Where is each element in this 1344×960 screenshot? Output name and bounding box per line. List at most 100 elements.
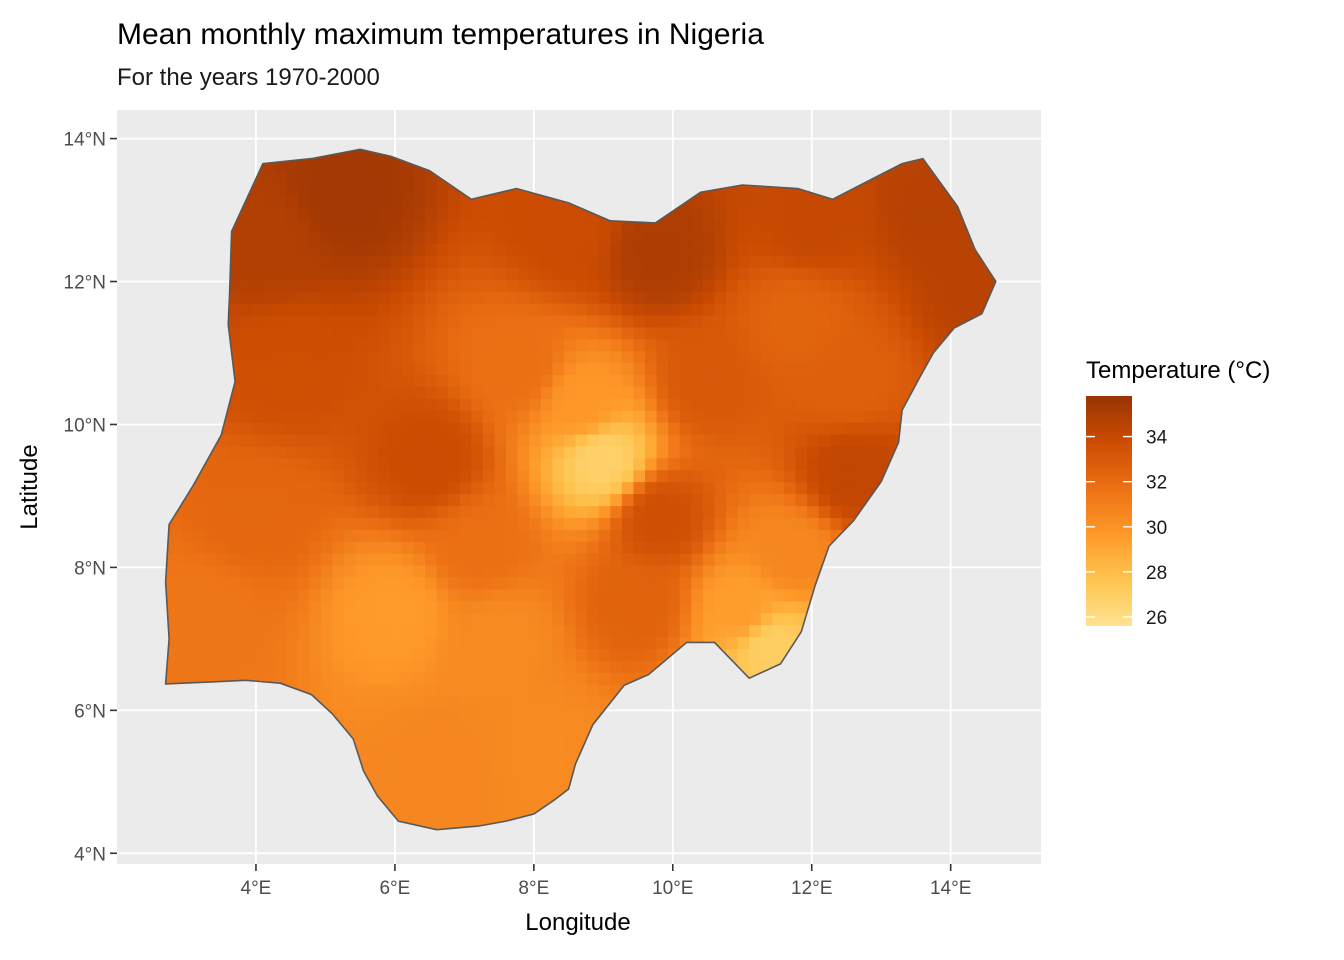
raster-cell: [494, 779, 507, 792]
raster-cell: [702, 517, 716, 530]
raster-cell: [529, 445, 542, 459]
raster-cell: [367, 386, 380, 399]
raster-cell: [760, 541, 773, 554]
raster-cell: [378, 565, 391, 578]
raster-cell: [228, 481, 241, 495]
raster-cell: [425, 171, 438, 185]
raster-cell: [401, 469, 414, 483]
raster-cell: [656, 338, 669, 352]
raster-cell: [482, 445, 496, 459]
raster-cell: [760, 195, 773, 209]
raster-cell: [286, 422, 299, 435]
raster-cell: [378, 291, 391, 304]
raster-cell: [679, 600, 692, 614]
raster-cell: [818, 517, 831, 530]
raster-cell: [610, 505, 623, 518]
raster-cell: [980, 279, 993, 292]
raster-cell: [436, 600, 449, 614]
raster-cell: [448, 648, 461, 661]
raster-cell: [888, 219, 901, 233]
raster-cell: [818, 469, 831, 483]
raster-cell: [737, 362, 750, 375]
raster-cell: [251, 362, 264, 375]
raster-cell: [401, 171, 414, 185]
raster-cell: [332, 565, 345, 578]
raster-cell: [459, 684, 472, 697]
raster-cell: [274, 517, 287, 530]
raster-cell: [679, 338, 692, 352]
raster-cell: [702, 243, 716, 256]
raster-cell: [436, 565, 449, 578]
raster-cell: [691, 243, 704, 256]
raster-cell: [737, 338, 750, 352]
raster-cell: [540, 624, 553, 638]
raster-cell: [494, 445, 507, 459]
raster-cell: [165, 588, 171, 602]
raster-cell: [957, 243, 970, 256]
raster-cell: [425, 612, 438, 626]
raster-cell: [228, 517, 241, 530]
raster-cell: [425, 231, 438, 244]
raster-cell: [355, 624, 368, 638]
raster-cell: [749, 505, 762, 518]
raster-cell: [401, 195, 414, 209]
raster-cell: [425, 314, 438, 328]
raster-cell: [749, 183, 762, 197]
raster-cell: [251, 624, 264, 638]
raster-cell: [922, 171, 936, 185]
raster-cell: [378, 696, 391, 709]
raster-cell: [714, 612, 727, 626]
raster-cell: [309, 338, 322, 352]
raster-cell: [540, 457, 553, 471]
raster-cell: [575, 529, 588, 542]
raster-cell: [436, 350, 449, 364]
raster-cell: [459, 803, 472, 816]
raster-cell: [841, 195, 854, 209]
raster-cell: [401, 588, 414, 602]
raster-cell: [459, 624, 472, 638]
raster-cell: [343, 636, 357, 649]
raster-cell: [262, 338, 276, 352]
raster-cell: [274, 362, 287, 375]
raster-cell: [390, 529, 403, 542]
raster-cell: [309, 648, 322, 661]
raster-cell: [251, 291, 264, 304]
raster-cell: [575, 326, 588, 340]
raster-cell: [401, 517, 414, 530]
raster-cell: [309, 445, 322, 459]
raster-cell: [633, 517, 646, 530]
raster-cell: [436, 279, 449, 292]
raster-cell: [540, 374, 553, 387]
raster-cell: [760, 588, 773, 602]
raster-cell: [737, 219, 750, 233]
raster-cell: [205, 660, 218, 673]
raster-cell: [239, 398, 252, 411]
raster-cell: [239, 303, 252, 316]
raster-cell: [691, 481, 704, 495]
raster-cell: [621, 457, 634, 471]
raster-cell: [633, 243, 646, 256]
raster-cell: [355, 374, 368, 387]
raster-cell: [274, 219, 287, 233]
raster-cell: [702, 612, 716, 626]
raster-cell: [807, 374, 820, 387]
raster-cell: [552, 612, 565, 626]
raster-cell: [679, 612, 692, 626]
raster-cell: [714, 279, 727, 292]
raster-cell: [922, 219, 936, 233]
raster-cell: [899, 303, 912, 316]
raster-cell: [888, 326, 901, 340]
raster-cell: [911, 338, 924, 352]
raster-cell: [946, 219, 959, 233]
raster-cell: [309, 398, 322, 411]
raster-cell: [841, 326, 854, 340]
raster-cell: [343, 231, 357, 244]
raster-cell: [343, 207, 357, 221]
raster-cell: [656, 255, 669, 268]
raster-cell: [540, 493, 553, 507]
raster-cell: [378, 183, 391, 197]
raster-cell: [946, 207, 959, 221]
raster-cell: [436, 696, 449, 709]
raster-cell: [494, 374, 507, 387]
raster-cell: [413, 684, 426, 697]
